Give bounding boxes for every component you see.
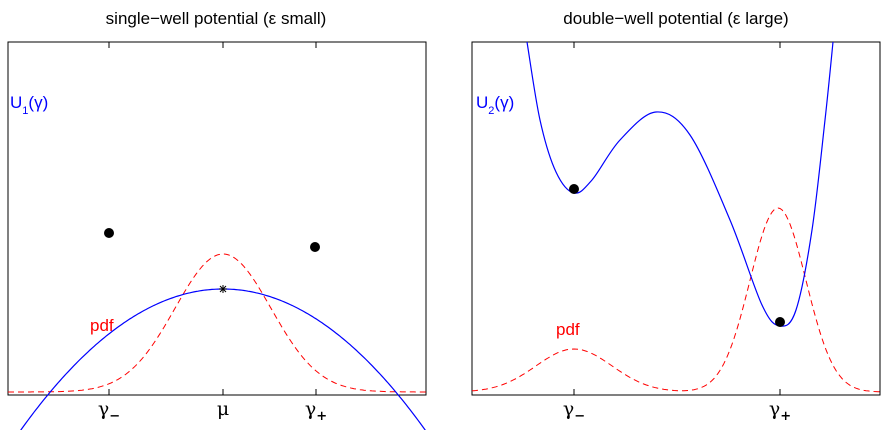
particle-marker-gamma-plus bbox=[775, 317, 785, 327]
potential-label: U1(γ) bbox=[10, 93, 48, 117]
tick-label-gamma-minus: γ− bbox=[98, 398, 120, 424]
panel-title: double−well potential (ε large) bbox=[563, 9, 788, 28]
x-ticks bbox=[108, 42, 317, 395]
plot-frame bbox=[471, 41, 881, 396]
particle-marker-gamma-plus bbox=[310, 242, 320, 252]
tick-label-gamma-plus: γ+ bbox=[305, 398, 327, 424]
tick-label-gamma-plus: γ+ bbox=[769, 398, 791, 424]
potential-curve bbox=[526, 41, 834, 327]
particle-marker-gamma-minus bbox=[104, 228, 114, 238]
pdf-label: pdf bbox=[556, 320, 580, 339]
mean-star-marker bbox=[219, 285, 227, 293]
panel-single-well: single−well potential (ε small) U1(γ) pd… bbox=[7, 9, 427, 430]
panel-title: single−well potential (ε small) bbox=[106, 9, 327, 28]
potential-curve bbox=[20, 288, 426, 430]
pdf-curve bbox=[8, 253, 426, 393]
panel-double-well: double−well potential (ε large) U2(γ) pd… bbox=[471, 9, 881, 424]
potential-label: U2(γ) bbox=[476, 93, 514, 117]
particle-marker-gamma-minus bbox=[569, 184, 579, 194]
tick-label-mu: μ bbox=[217, 398, 229, 420]
pdf-curve bbox=[471, 207, 881, 393]
tick-label-gamma-minus: γ− bbox=[563, 398, 585, 424]
pdf-label: pdf bbox=[90, 316, 114, 335]
plot-frame bbox=[7, 41, 427, 396]
x-ticks bbox=[573, 42, 781, 395]
